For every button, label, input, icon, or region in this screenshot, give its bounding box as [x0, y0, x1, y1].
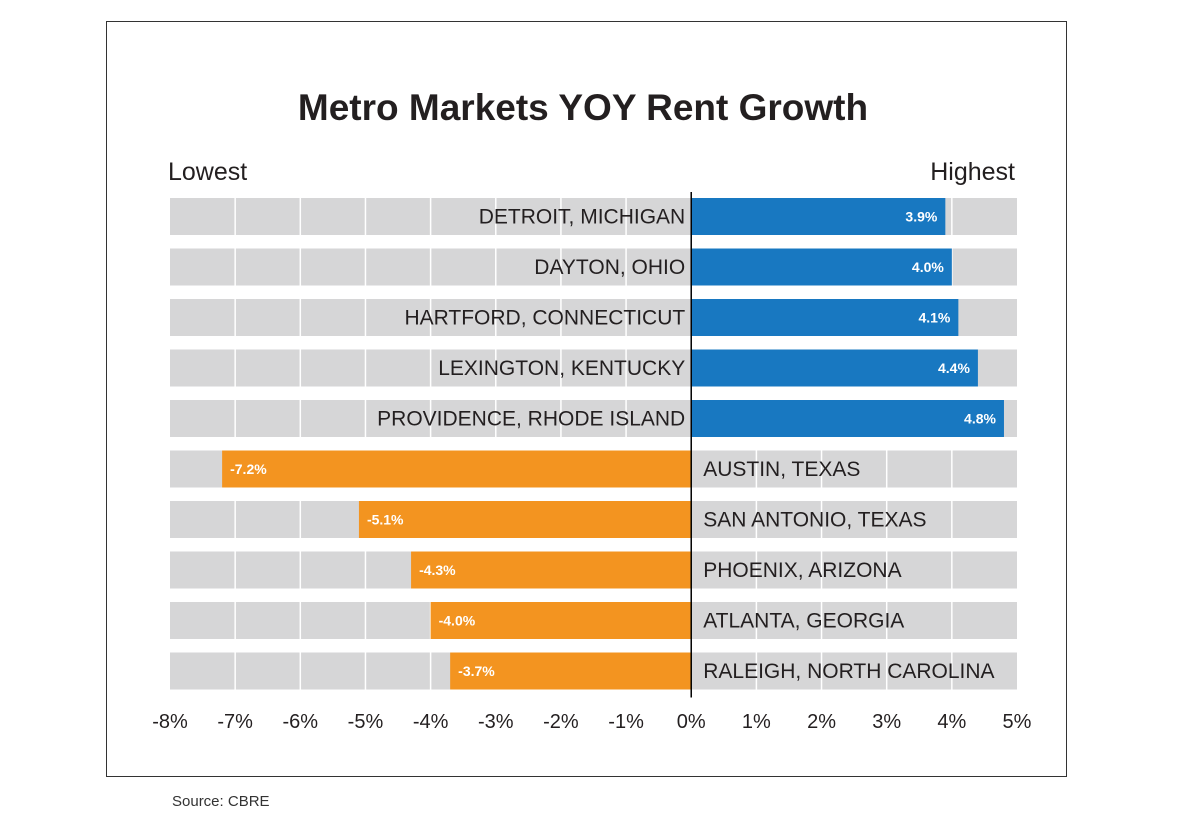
category-label-hartford-connecticut: HARTFORD, CONNECTICUT — [404, 307, 685, 330]
chart-frame — [106, 21, 1067, 777]
x-tick-label: -1% — [608, 711, 644, 733]
bar-dayton-ohio — [691, 248, 952, 286]
x-tick-label: -4% — [413, 711, 449, 733]
x-tick-label: 2% — [807, 711, 836, 733]
value-label-dayton-ohio: 4.0% — [912, 259, 944, 275]
source-note: Source: CBRE — [172, 793, 270, 810]
value-label-phoenix-arizona: -4.3% — [419, 562, 456, 578]
x-tick-label: -7% — [217, 711, 253, 733]
category-label-atlanta-georgia: ATLANTA, GEORGIA — [703, 610, 904, 633]
x-axis-ticks: -8% -7% -6% -5% -4% -3% -2% -1% 0% 1% 2% 3% 4% 5% — [152, 711, 1031, 733]
bar-providence-rhode-island — [691, 400, 1004, 437]
x-tick-label: -5% — [348, 711, 384, 733]
bar-atlanta-georgia — [430, 602, 692, 639]
value-label-detroit-michigan: 3.9% — [905, 209, 937, 225]
bar-rows: 3.9% DETROIT, MICHIGAN 4.0% DAYTON, OHIO 4.1… — [170, 198, 1017, 690]
highest-label: Highest — [930, 158, 1015, 186]
lowest-label: Lowest — [168, 158, 247, 186]
x-tick-label: -6% — [283, 711, 319, 733]
bar-raleigh-north-carolina — [450, 652, 692, 690]
chart-title: Metro Markets YOY Rent Growth — [298, 87, 868, 128]
category-label-austin-texas: AUSTIN, TEXAS — [703, 458, 860, 481]
value-label-san-antonio-texas: -5.1% — [367, 512, 404, 528]
value-label-austin-texas: -7.2% — [230, 461, 267, 477]
category-label-lexington-kentucky: LEXINGTON, KENTUCKY — [438, 357, 685, 380]
category-label-raleigh-north-carolina: RALEIGH, NORTH CAROLINA — [703, 660, 994, 683]
bar-austin-texas — [222, 450, 692, 488]
bar-detroit-michigan — [691, 198, 946, 235]
value-label-hartford-connecticut: 4.1% — [918, 310, 950, 326]
bar-lexington-kentucky — [691, 349, 978, 387]
x-tick-label: 0% — [677, 711, 706, 733]
x-tick-label: 3% — [872, 711, 901, 733]
x-tick-label: -3% — [478, 711, 514, 733]
value-label-raleigh-north-carolina: -3.7% — [458, 663, 495, 679]
category-label-phoenix-arizona: PHOENIX, ARIZONA — [703, 559, 901, 582]
category-label-san-antonio-texas: SAN ANTONIO, TEXAS — [703, 509, 926, 532]
category-label-dayton-ohio: DAYTON, OHIO — [534, 256, 685, 279]
x-tick-label: 1% — [742, 711, 771, 733]
x-tick-label: 5% — [1003, 711, 1032, 733]
bar-phoenix-arizona — [411, 551, 692, 589]
value-label-atlanta-georgia: -4.0% — [439, 613, 476, 629]
bar-san-antonio-texas — [358, 501, 692, 538]
x-tick-label: -8% — [152, 711, 188, 733]
value-label-providence-rhode-island: 4.8% — [964, 411, 996, 427]
category-label-detroit-michigan: DETROIT, MICHIGAN — [479, 206, 686, 229]
value-label-lexington-kentucky: 4.4% — [938, 360, 970, 376]
category-label-providence-rhode-island: PROVIDENCE, RHODE ISLAND — [377, 408, 685, 431]
x-tick-label: 4% — [937, 711, 966, 733]
x-tick-label: -2% — [543, 711, 579, 733]
bar-hartford-connecticut — [691, 299, 959, 336]
